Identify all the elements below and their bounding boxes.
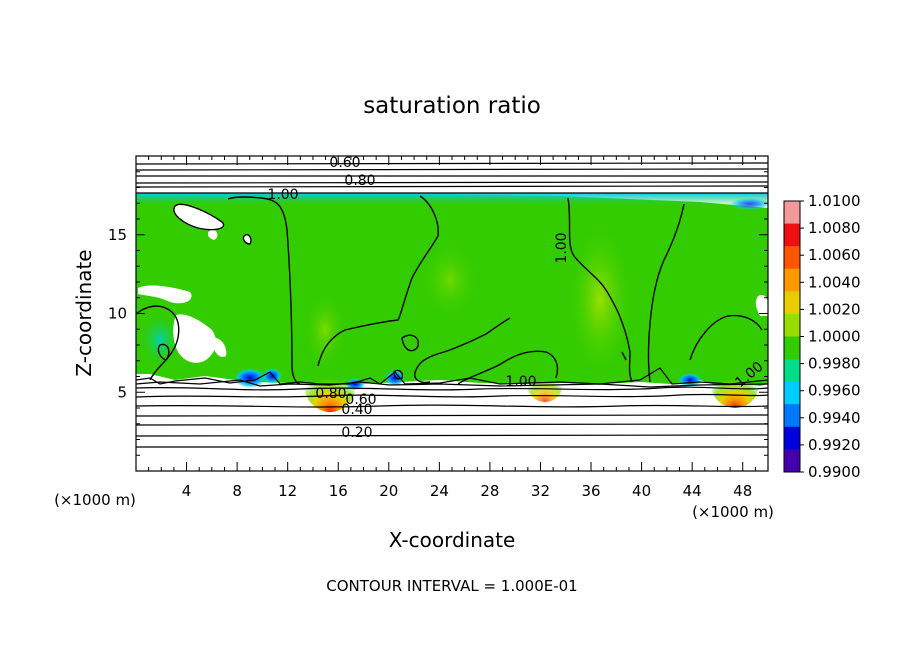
colorbar-label: 1.0040 [808,273,861,291]
colorbar-label: 0.9960 [808,382,861,400]
colorbar-swatch [784,223,800,247]
x-tick-label: 4 [182,482,192,500]
x-tick-label: 32 [531,482,550,500]
colorbar-label: 0.9940 [808,409,861,427]
contours-above [136,162,768,194]
colorbar-label: 1.0000 [808,328,861,346]
contour-label: 0.60 [329,155,360,171]
x-tick-label: 24 [430,482,449,500]
y-axis-label: Z-coordinate [72,249,96,376]
colorbar-label: 0.9920 [808,436,861,454]
colorbar-label: 1.0100 [808,192,861,210]
colorbar: 1.0100 1.0080 1.0060 1.0040 1.0020 1.0000 0.99… [783,192,861,481]
colorbar-swatch [784,291,800,315]
colorbar-swatch [784,246,800,270]
colorbar-label: 0.9980 [808,355,861,373]
colorbar-swatch [784,201,800,225]
colorbar-swatch [784,336,800,360]
x-tick-label: 48 [733,482,752,500]
contour-label: 1.00 [267,187,298,203]
x-tick-label: 44 [683,482,702,500]
colorbar-swatch [784,359,800,383]
colorbar-label: 1.0060 [808,246,861,264]
y-tick-label: 5 [117,383,127,401]
contour-label: 0.40 [341,402,372,418]
colorbar-label: 0.9900 [808,463,861,481]
colorbar-swatch [784,404,800,428]
x-tick-label: 40 [632,482,651,500]
y-tick-label: 15 [108,226,127,244]
x-tick-label: 36 [581,482,600,500]
colorbar-swatch [784,449,800,473]
x-axis-label: X-coordinate [389,528,516,552]
y-tick-label: 10 [108,305,127,323]
x-tick-label: 20 [379,482,398,500]
colorbar-swatch [784,426,800,450]
contours-below [136,386,768,448]
contour-interval-note: CONTOUR INTERVAL = 1.000E-01 [326,577,577,595]
contour-label: 0.20 [341,425,372,441]
cloud-base-contours [136,367,768,388]
colorbar-swatch [784,381,800,405]
x-unit-right: (×1000 m) [692,503,774,521]
x-tick-label: 28 [480,482,499,500]
contours-1-00 [136,195,763,385]
x-tick-label: 12 [278,482,297,500]
contour-label: 0.60 [345,392,376,408]
x-unit-left: (×1000 m) [54,491,136,509]
x-axis: 4 8 12 16 20 24 28 32 36 40 44 48 [148,156,756,500]
colorbar-label: 1.0020 [808,300,861,318]
plot-area: 0.60 0.80 1.00 1.00 1.00 1.00 0.80 0.60 … [136,155,768,471]
chart-title: saturation ratio [363,93,541,119]
x-tick-label: 8 [232,482,242,500]
colorbar-label: 1.0080 [808,219,861,237]
contour-label: 1.00 [554,232,570,263]
x-tick-label: 16 [329,482,348,500]
colorbar-swatch [784,268,800,292]
contour-label: 1.00 [505,374,536,390]
contour-label: 0.80 [315,386,346,402]
y-axis: 5 10 15 [108,171,768,456]
contour-label: 0.80 [344,173,375,189]
colorbar-swatch [784,313,800,337]
